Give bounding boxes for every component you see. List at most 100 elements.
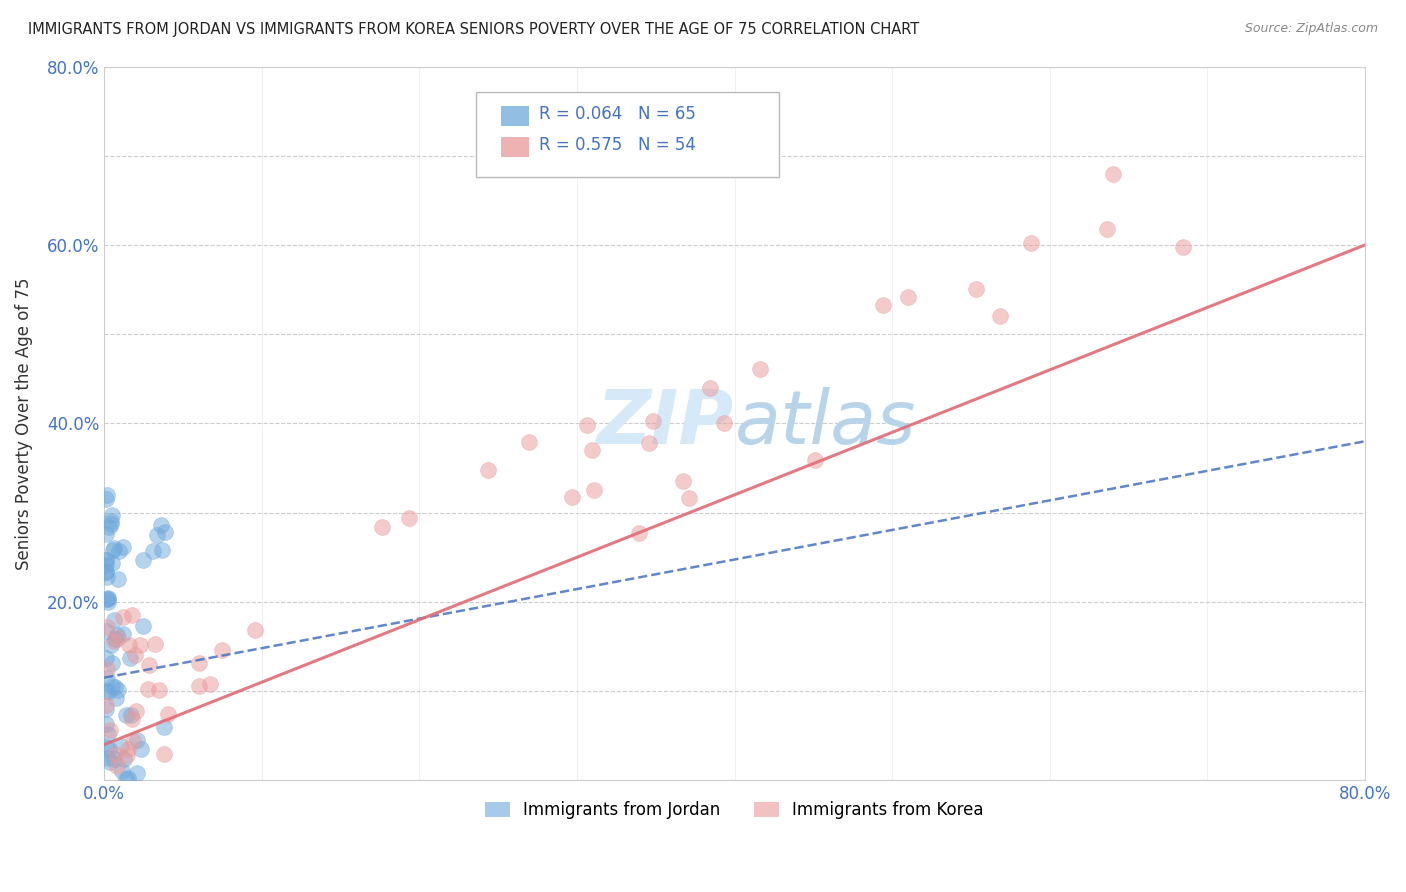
- Point: [100, 755, 122, 769]
- Point: [96, 624, 118, 638]
- FancyBboxPatch shape: [502, 106, 529, 126]
- Point: [371, 520, 394, 534]
- Point: [103, 634, 125, 648]
- Point: [803, 453, 825, 467]
- Point: [713, 416, 735, 430]
- Point: [118, 651, 141, 665]
- Text: R = 0.575   N = 54: R = 0.575 N = 54: [538, 136, 696, 154]
- Point: [1097, 222, 1119, 236]
- Point: [211, 643, 233, 657]
- Point: [110, 739, 132, 754]
- Point: [671, 474, 693, 488]
- Point: [94, 565, 117, 579]
- Point: [142, 544, 165, 558]
- Point: [131, 742, 153, 756]
- Point: [112, 627, 135, 641]
- Point: [98, 520, 121, 534]
- Point: [103, 752, 125, 766]
- Point: [94, 683, 117, 698]
- Point: [1019, 235, 1042, 250]
- Point: [105, 759, 128, 773]
- Point: [127, 733, 149, 747]
- Y-axis label: Seniors Poverty Over the Age of 75: Seniors Poverty Over the Age of 75: [15, 277, 32, 570]
- Point: [104, 681, 127, 695]
- Point: [96, 671, 118, 685]
- Point: [105, 628, 128, 642]
- Point: [97, 591, 120, 606]
- Point: [94, 698, 117, 713]
- Point: [96, 620, 118, 634]
- Text: atlas: atlas: [734, 387, 915, 459]
- Point: [97, 727, 120, 741]
- Point: [94, 553, 117, 567]
- Point: [121, 607, 143, 622]
- Point: [101, 556, 124, 570]
- FancyBboxPatch shape: [502, 137, 529, 157]
- Point: [198, 677, 221, 691]
- Point: [96, 527, 118, 541]
- Point: [124, 648, 146, 662]
- Point: [117, 741, 139, 756]
- Point: [153, 747, 176, 761]
- Point: [138, 658, 160, 673]
- Point: [94, 553, 117, 567]
- Point: [111, 540, 134, 554]
- Point: [582, 483, 605, 497]
- Point: [96, 740, 118, 755]
- Point: [157, 707, 180, 722]
- Point: [103, 541, 125, 555]
- Text: R = 0.064   N = 65: R = 0.064 N = 65: [538, 105, 696, 123]
- Point: [96, 662, 118, 676]
- Point: [107, 544, 129, 558]
- Point: [94, 565, 117, 579]
- Point: [100, 639, 122, 653]
- Point: [149, 518, 172, 533]
- Point: [136, 682, 159, 697]
- Point: [96, 592, 118, 607]
- Point: [575, 417, 598, 432]
- Point: [114, 708, 136, 723]
- Point: [748, 361, 770, 376]
- Point: [872, 298, 894, 312]
- Text: Source: ZipAtlas.com: Source: ZipAtlas.com: [1244, 22, 1378, 36]
- Point: [112, 752, 135, 766]
- Point: [897, 290, 920, 304]
- Point: [132, 553, 155, 567]
- Point: [103, 747, 125, 761]
- Text: ZIP: ZIP: [598, 387, 734, 460]
- Point: [96, 570, 118, 584]
- Point: [96, 751, 118, 765]
- Point: [145, 527, 167, 541]
- Point: [120, 708, 142, 723]
- FancyBboxPatch shape: [477, 92, 779, 178]
- Point: [101, 679, 124, 693]
- Point: [118, 638, 141, 652]
- Point: [94, 716, 117, 731]
- Legend: Immigrants from Jordan, Immigrants from Korea: Immigrants from Jordan, Immigrants from …: [478, 794, 991, 825]
- Point: [121, 712, 143, 726]
- Point: [398, 511, 420, 525]
- Point: [477, 463, 499, 477]
- Point: [125, 766, 148, 780]
- Point: [148, 682, 170, 697]
- Point: [519, 434, 541, 449]
- Point: [122, 734, 145, 748]
- Point: [129, 638, 152, 652]
- Point: [643, 414, 665, 428]
- Point: [97, 595, 120, 609]
- Point: [155, 524, 177, 539]
- Point: [1101, 167, 1123, 181]
- Point: [678, 491, 700, 506]
- Point: [1171, 240, 1194, 254]
- Point: [627, 526, 650, 541]
- Point: [107, 572, 129, 586]
- Point: [94, 651, 117, 665]
- Point: [112, 610, 135, 624]
- Point: [96, 488, 118, 502]
- Point: [101, 508, 124, 522]
- Point: [187, 656, 209, 670]
- Point: [143, 637, 166, 651]
- Point: [699, 381, 721, 395]
- Point: [107, 631, 129, 645]
- Point: [152, 542, 174, 557]
